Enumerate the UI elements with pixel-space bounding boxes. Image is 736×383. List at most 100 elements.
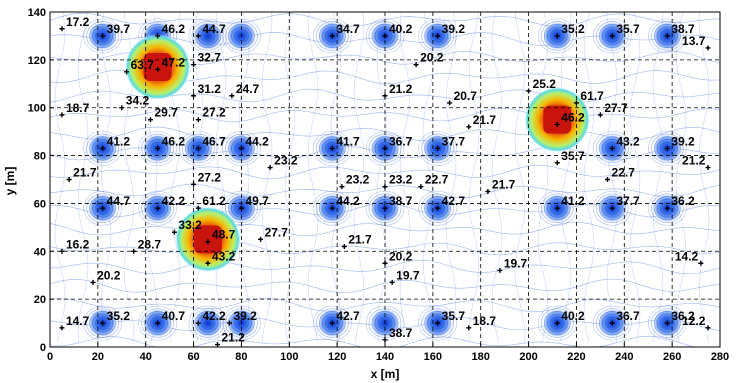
source-ring: [601, 139, 623, 158]
data-point-label: 12.2: [682, 314, 706, 328]
contour-line: [54, 12, 66, 343]
x-tick-label: 80: [235, 351, 247, 363]
source-ring: [313, 305, 352, 341]
data-point-label: 20.7: [454, 89, 478, 103]
source-ring: [418, 190, 457, 226]
data-point-label: 42.2: [162, 194, 186, 208]
source-ring: [433, 204, 442, 213]
source-ring: [322, 198, 343, 218]
source-ring: [86, 308, 119, 338]
data-point-label: 35.7: [616, 22, 640, 36]
x-tick-label: 20: [92, 351, 104, 363]
source-ring: [98, 204, 107, 213]
data-point-label: 63.7: [131, 58, 155, 72]
data-point-marker: [329, 145, 335, 151]
source-ring: [89, 23, 116, 48]
data-point-marker: [605, 177, 611, 182]
x-tick-label: 220: [567, 351, 585, 363]
source-ring: [153, 204, 163, 213]
source-ring: [150, 201, 166, 215]
data-point-label: 34.2: [126, 94, 150, 108]
data-point-marker: [119, 105, 125, 111]
data-point-label: 44.7: [202, 22, 226, 36]
data-point-marker: [705, 325, 711, 331]
source-ring: [424, 196, 451, 221]
data-point-label: 36.2: [671, 309, 695, 323]
source-ring: [144, 196, 172, 221]
source-ring: [153, 144, 163, 153]
data-point-marker: [609, 145, 615, 151]
data-point-label: 35.7: [442, 309, 466, 323]
source-ring: [322, 313, 343, 333]
data-point-marker: [554, 121, 560, 127]
data-point-label: 14.7: [66, 314, 90, 328]
data-point-label: 37.7: [442, 134, 466, 148]
y-tick-label: 20: [34, 294, 46, 306]
contour-line: [491, 12, 503, 343]
data-point-label: 49.7: [245, 194, 269, 208]
contour-line: [50, 278, 720, 294]
hotspot-core: [543, 105, 572, 134]
data-point-label: 44.2: [245, 134, 269, 148]
data-point-marker: [90, 279, 96, 285]
data-point-label: 24.7: [236, 82, 260, 96]
source-ring: [147, 313, 169, 333]
data-point-label: 28.7: [138, 237, 162, 251]
source-ring: [648, 18, 687, 54]
source-ring: [200, 29, 216, 43]
source-ring: [421, 21, 454, 51]
source-ring: [316, 133, 349, 164]
data-point-marker: [191, 93, 197, 99]
source-ring: [316, 21, 349, 51]
source-ring: [203, 319, 213, 328]
source-ring: [418, 305, 457, 341]
data-point-label: 36.7: [616, 309, 640, 323]
data-point-marker: [59, 325, 65, 331]
contour-line: [215, 12, 227, 343]
data-point-label: 21.7: [473, 113, 497, 127]
data-point-label: 48.7: [212, 228, 236, 242]
source-ring: [424, 311, 451, 336]
data-point-label: 38.7: [671, 22, 695, 36]
source-ring: [433, 144, 442, 153]
source-ring: [430, 201, 445, 215]
data-point-marker: [382, 205, 388, 211]
data-point-label: 35.7: [561, 149, 585, 163]
source-ring: [222, 305, 261, 341]
source-ring: [427, 26, 448, 46]
source-ring: [654, 196, 681, 221]
data-point-label: 43.2: [616, 134, 640, 148]
data-point-marker: [597, 112, 603, 118]
data-point-label: 21.7: [73, 166, 97, 180]
data-point-marker: [418, 184, 424, 190]
source-ring: [604, 316, 620, 330]
data-point-label: 23.2: [389, 173, 413, 187]
source-ring: [604, 29, 620, 43]
data-point-label: 39.2: [233, 309, 257, 323]
data-point-label: 27.2: [198, 170, 222, 184]
point-labels: 17.2 39.7 46.2 44.7 34.7 40.2 39.2 35.2 35.7 38.7…: [59, 15, 711, 348]
data-point-marker: [195, 205, 201, 211]
source-ring: [144, 311, 172, 336]
data-point-marker: [435, 145, 441, 151]
data-point-marker: [382, 33, 388, 39]
data-point-marker: [466, 124, 472, 130]
data-point-marker: [485, 188, 491, 194]
x-tick-label: 120: [328, 351, 346, 363]
x-tick-label: 0: [47, 351, 53, 363]
source-ring: [316, 193, 349, 223]
source-ring: [549, 316, 565, 330]
source-ring: [92, 198, 113, 218]
contour-line: [675, 12, 687, 343]
source-ring: [549, 201, 565, 215]
data-point-marker: [131, 248, 137, 254]
contour-line: [261, 12, 273, 343]
source-ring: [328, 144, 337, 153]
source-ring: [657, 26, 678, 46]
data-point-label: 41.7: [336, 134, 360, 148]
data-point-marker: [100, 33, 106, 39]
data-point-marker: [155, 205, 161, 211]
source-ring: [424, 23, 451, 48]
data-point-label: 37.7: [616, 194, 640, 208]
